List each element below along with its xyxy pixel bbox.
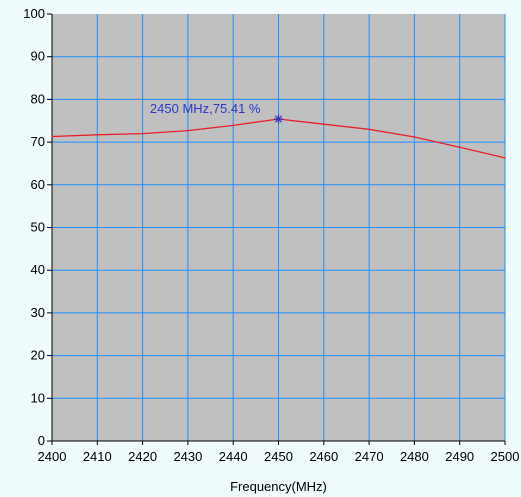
x-tick-label: 2460 <box>309 449 338 464</box>
x-axis-title: Frequency(MHz) <box>230 479 327 494</box>
data-point <box>368 128 370 131</box>
data-point <box>187 129 189 132</box>
y-tick-label: 20 <box>31 348 45 363</box>
y-tick-label: 30 <box>31 305 45 320</box>
x-tick-label: 2410 <box>83 449 112 464</box>
data-point <box>413 136 416 138</box>
y-tick-label: 90 <box>31 49 45 64</box>
data-point <box>323 123 325 125</box>
axis-ticks: 2400 2410 2420 2430 2440 2450 2460 2470 2480 2490… <box>23 6 519 464</box>
data-point <box>232 124 234 127</box>
y-tick-label: 50 <box>31 220 45 235</box>
x-tick-label: 2490 <box>445 449 474 464</box>
y-tick-label: 40 <box>31 262 45 277</box>
y-tick-label: 0 <box>38 433 45 448</box>
marker-layer: 2450 MHz,75.41 % <box>150 101 283 124</box>
data-point <box>51 135 53 138</box>
y-tick-label: 80 <box>31 91 45 106</box>
x-tick-label: 2480 <box>400 449 429 464</box>
peak-marker-stroke <box>274 115 283 123</box>
x-tick-label: 2400 <box>38 449 67 464</box>
peak-marker-icon <box>274 114 283 124</box>
x-tick-label: 2500 <box>491 449 520 464</box>
y-tick-label: 60 <box>31 177 45 192</box>
y-tick-label: 70 <box>31 134 45 149</box>
x-tick-label: 2440 <box>219 449 248 464</box>
y-tick-label: 10 <box>31 390 45 405</box>
peak-annotation: 2450 MHz,75.41 % <box>150 101 261 116</box>
x-tick-label: 2420 <box>128 449 157 464</box>
data-point <box>96 134 99 136</box>
x-tick-label: 2450 <box>264 449 293 464</box>
x-tick-label: 2470 <box>355 449 384 464</box>
x-tick-label: 2430 <box>173 449 202 464</box>
y-tick-label: 100 <box>23 6 45 21</box>
data-point <box>504 157 506 159</box>
data-point <box>458 146 461 149</box>
grid-lines <box>51 14 506 441</box>
data-point <box>141 132 144 135</box>
